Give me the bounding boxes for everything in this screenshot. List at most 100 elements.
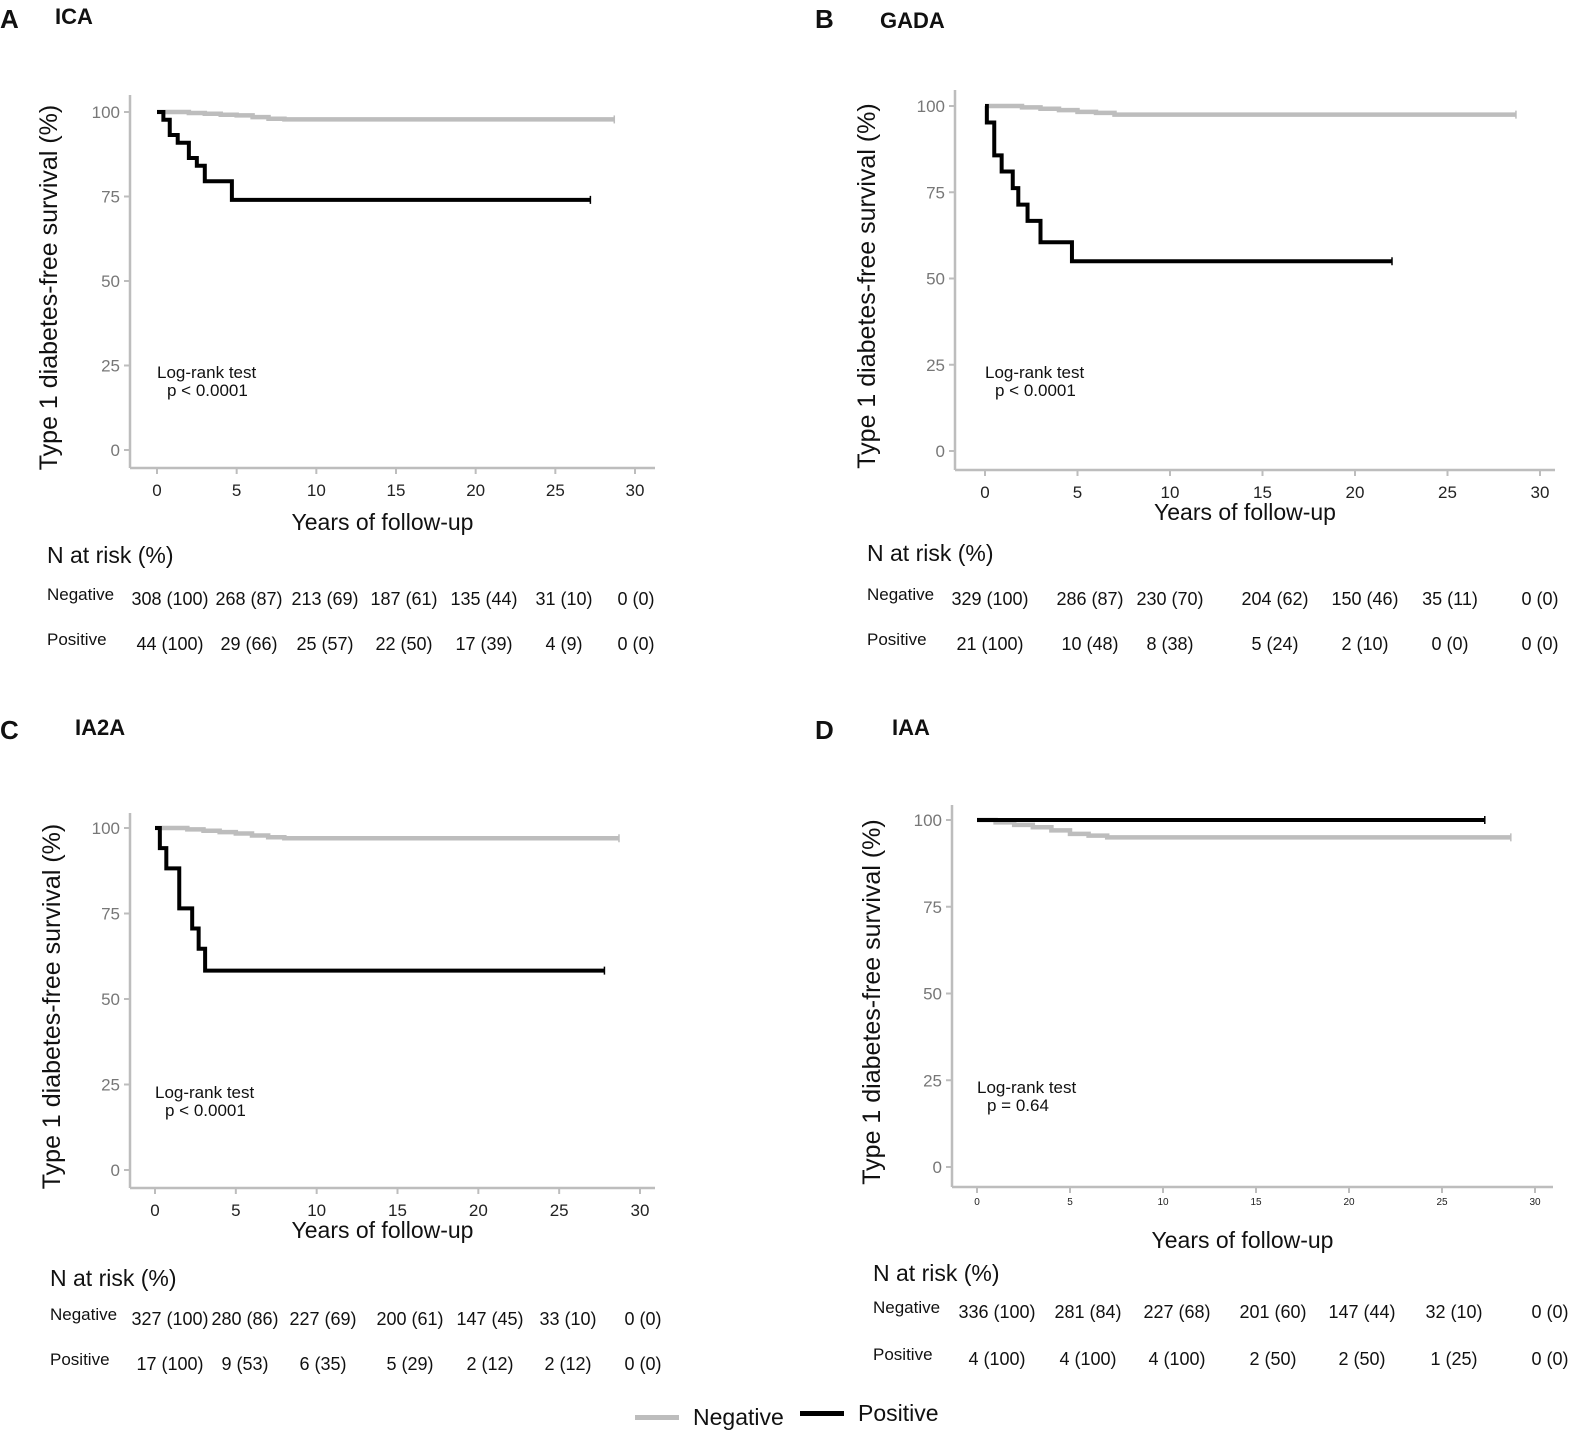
y-axis-label: Type 1 diabetes-free survival (%) (858, 819, 886, 1184)
risk-row-label: Negative (50, 1305, 118, 1324)
x-tick-label: 10 (1161, 483, 1180, 502)
x-tick-label: 30 (626, 481, 645, 500)
legend-label-positive: Positive (858, 1400, 939, 1426)
y-tick-label: 50 (923, 985, 942, 1004)
risk-row-label: Positive (50, 1350, 110, 1369)
x-tick-label: 20 (1343, 1197, 1355, 1208)
risk-cell: 227 (68) (1143, 1302, 1211, 1322)
risk-cell: 280 (86) (211, 1309, 279, 1329)
risk-cell: 2 (50) (1249, 1349, 1297, 1369)
risk-cell: 135 (44) (450, 589, 518, 609)
risk-cell: 2 (12) (544, 1354, 592, 1374)
logrank-label: Log-rank test (157, 363, 256, 382)
x-tick-label: 5 (231, 1201, 240, 1220)
x-tick-label: 5 (1073, 483, 1082, 502)
x-tick-label: 30 (1529, 1197, 1541, 1208)
x-tick-label: 10 (1157, 1197, 1169, 1208)
risk-cell: 308 (100) (131, 589, 209, 609)
x-tick-label: 30 (1531, 483, 1550, 502)
risk-cell: 201 (60) (1239, 1302, 1307, 1322)
y-tick-label: 25 (101, 1076, 120, 1095)
panel-title: IAA (892, 715, 930, 740)
x-tick-label: 5 (232, 481, 241, 500)
x-tick-label: 10 (307, 481, 326, 500)
risk-cell: 10 (48) (1061, 634, 1119, 654)
logrank-label: Log-rank test (155, 1083, 254, 1102)
risk-cell: 5 (24) (1251, 634, 1299, 654)
panel-gada: B GADA 0 25 50 75 100 0 5 10 15 20 25 30 Type 1 diabe… (785, 0, 1570, 720)
km-curve-positive (157, 110, 591, 202)
km-curve-negative (155, 825, 619, 841)
x-axis-label: Years of follow-up (292, 1217, 474, 1243)
legend: Negative Positive (635, 1400, 955, 1440)
y-axis-label: Type 1 diabetes-free survival (%) (35, 105, 63, 470)
x-tick-label: 25 (1438, 483, 1457, 502)
x-axis-label: Years of follow-up (1152, 1227, 1334, 1253)
x-tick-label: 15 (1253, 483, 1272, 502)
y-tick-label: 50 (101, 272, 120, 291)
legend-item-positive: Positive (800, 1400, 939, 1427)
km-curve-positive (984, 104, 1392, 264)
y-tick-label: 100 (92, 819, 120, 838)
risk-row-label: Positive (867, 630, 927, 649)
risk-cell: 33 (10) (539, 1309, 597, 1329)
logrank-label: Log-rank test (977, 1078, 1076, 1097)
p-value: p < 0.0001 (165, 1101, 246, 1120)
risk-row-label: Positive (873, 1345, 933, 1364)
x-tick-label: 0 (150, 1201, 159, 1220)
x-tick-label: 15 (1250, 1197, 1262, 1208)
risk-cell: 227 (69) (289, 1309, 357, 1329)
x-tick-label: 25 (1436, 1197, 1448, 1208)
panel-title: GADA (880, 8, 945, 33)
y-tick-label: 0 (933, 1158, 942, 1177)
risk-row-label: Negative (47, 585, 115, 604)
y-axis-label: Type 1 diabetes-free survival (%) (853, 103, 881, 468)
risk-cell: 8 (38) (1146, 634, 1194, 654)
risk-cell: 268 (87) (215, 589, 283, 609)
risk-cell: 336 (100) (958, 1302, 1036, 1322)
risk-cell: 44 (100) (136, 634, 204, 654)
y-tick-label: 50 (101, 990, 120, 1009)
y-tick-label: 100 (92, 103, 120, 122)
x-tick-label: 15 (388, 1201, 407, 1220)
risk-cell: 17 (39) (455, 634, 513, 654)
y-tick-label: 25 (923, 1071, 942, 1090)
risk-cell: 204 (62) (1241, 589, 1309, 609)
risk-cell: 9 (53) (221, 1354, 269, 1374)
km-curve-positive (155, 826, 605, 973)
risk-row-label: Positive (47, 630, 107, 649)
risk-cell: 150 (46) (1331, 589, 1399, 609)
risk-row-label: Negative (873, 1298, 941, 1317)
risk-table-title: N at risk (%) (873, 1260, 1000, 1286)
y-tick-label: 0 (111, 1161, 120, 1180)
risk-table-title: N at risk (%) (50, 1265, 177, 1291)
risk-cell: 2 (50) (1338, 1349, 1386, 1369)
legend-swatch-positive (800, 1411, 844, 1416)
x-tick-label: 5 (1067, 1197, 1073, 1208)
y-tick-label: 0 (111, 441, 120, 460)
risk-cell: 29 (66) (220, 634, 278, 654)
legend-label-negative: Negative (693, 1404, 784, 1430)
p-value: p < 0.0001 (167, 381, 248, 400)
risk-cell: 22 (50) (375, 634, 433, 654)
risk-cell: 327 (100) (131, 1309, 209, 1329)
x-axis-label: Years of follow-up (1154, 499, 1336, 525)
y-tick-label: 100 (917, 97, 945, 116)
km-curve-negative (985, 103, 1516, 117)
risk-cell: 32 (10) (1425, 1302, 1483, 1322)
risk-cell: 31 (10) (535, 589, 593, 609)
km-plot: 0 25 50 75 100 0 5 10 15 20 25 30 Type 1 diabetes-fr… (38, 813, 655, 1243)
y-tick-label: 25 (101, 357, 120, 376)
risk-cell: 2 (10) (1341, 634, 1389, 654)
x-axis-label: Years of follow-up (292, 509, 474, 535)
risk-cell: 0 (0) (1431, 634, 1469, 654)
y-tick-label: 75 (926, 183, 945, 202)
km-plot: 0 25 50 75 100 0 5 10 15 20 25 30 Type 1 diabetes-fr… (853, 90, 1555, 525)
km-curve-negative (977, 817, 1511, 840)
risk-cell: 5 (29) (386, 1354, 434, 1374)
risk-cell: 4 (9) (545, 634, 583, 654)
p-value: p = 0.64 (987, 1096, 1049, 1115)
risk-cell: 1 (25) (1430, 1349, 1478, 1369)
risk-cell: 0 (0) (1521, 589, 1559, 609)
risk-cell: 6 (35) (299, 1354, 347, 1374)
